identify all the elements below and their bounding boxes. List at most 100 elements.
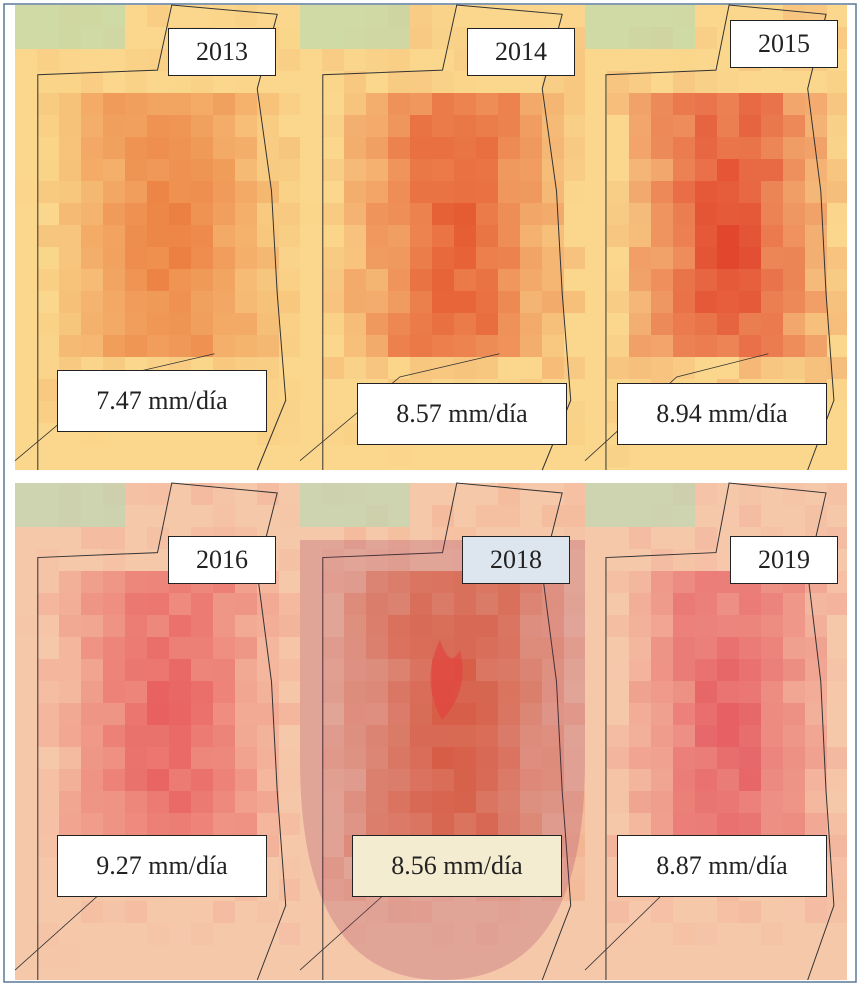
map-cell xyxy=(629,747,651,769)
map-cell xyxy=(739,637,761,659)
map-cell xyxy=(783,445,805,467)
map-cell xyxy=(103,681,125,703)
map-cell xyxy=(695,71,717,93)
map-cell xyxy=(103,225,125,247)
map-cell xyxy=(761,637,783,659)
map-cell xyxy=(388,181,410,203)
map-cell xyxy=(300,269,322,291)
map-cell xyxy=(279,93,300,115)
map-cell xyxy=(761,291,783,313)
map-cell xyxy=(827,703,847,725)
map-cell xyxy=(520,93,542,115)
map-cell xyxy=(37,659,59,681)
map-cell xyxy=(629,659,651,681)
map-cell xyxy=(761,225,783,247)
map-cell xyxy=(279,203,300,225)
map-cell xyxy=(322,967,344,980)
map-cell xyxy=(191,467,213,470)
map-cell xyxy=(673,93,695,115)
map-cell xyxy=(235,725,257,747)
map-cell xyxy=(739,747,761,769)
map-cell xyxy=(279,467,300,470)
map-cell xyxy=(695,505,717,527)
map-cell xyxy=(651,137,673,159)
map-cell xyxy=(81,593,103,615)
map-cell xyxy=(542,137,564,159)
map-cell xyxy=(37,5,59,27)
map-cell xyxy=(37,571,59,593)
map-cell xyxy=(125,445,147,467)
map-cell xyxy=(410,505,432,527)
map-cell xyxy=(454,115,476,137)
map-cell xyxy=(585,549,607,571)
map-cell xyxy=(235,93,257,115)
map-cell xyxy=(322,181,344,203)
map-cell xyxy=(235,923,257,945)
map-cell xyxy=(191,615,213,637)
map-cell xyxy=(235,945,257,967)
map-cell xyxy=(300,49,322,71)
map-cell xyxy=(81,549,103,571)
map-cell xyxy=(59,159,81,181)
map-cell xyxy=(15,549,37,571)
map-cell xyxy=(257,483,279,505)
map-cell xyxy=(717,725,739,747)
map-cell xyxy=(498,505,520,527)
map-cell xyxy=(827,945,847,967)
map-cell xyxy=(344,357,366,379)
map-cell xyxy=(235,225,257,247)
map-cell xyxy=(257,813,279,835)
map-cell xyxy=(213,5,235,27)
map-cell xyxy=(125,527,147,549)
map-cell xyxy=(125,593,147,615)
map-cell xyxy=(147,247,169,269)
map-cell xyxy=(125,967,147,980)
map-cell xyxy=(300,225,322,247)
map-cell xyxy=(191,445,213,467)
map-cell xyxy=(673,291,695,313)
map-cell xyxy=(827,445,847,467)
map-cell xyxy=(739,615,761,637)
map-cell xyxy=(257,923,279,945)
map-cell xyxy=(322,27,344,49)
map-cell xyxy=(235,247,257,269)
map-cell xyxy=(235,291,257,313)
map-cell xyxy=(520,269,542,291)
map-cell xyxy=(322,115,344,137)
map-cell xyxy=(783,159,805,181)
map-cell xyxy=(191,291,213,313)
map-cell xyxy=(695,49,717,71)
map-cell xyxy=(81,225,103,247)
map-cell xyxy=(81,615,103,637)
map-cell xyxy=(300,379,322,401)
map-cell xyxy=(191,659,213,681)
map-cell xyxy=(564,115,585,137)
map-cell xyxy=(761,725,783,747)
map-cell xyxy=(279,505,300,527)
map-cell xyxy=(410,203,432,225)
map-cell xyxy=(15,269,37,291)
map-cell xyxy=(388,115,410,137)
map-cell xyxy=(81,791,103,813)
map-cell xyxy=(37,247,59,269)
map-cell xyxy=(235,593,257,615)
map-cell xyxy=(739,659,761,681)
map-cell xyxy=(366,181,388,203)
map-cell xyxy=(585,335,607,357)
map-cell xyxy=(37,637,59,659)
map-cell xyxy=(695,813,717,835)
map-cell xyxy=(717,291,739,313)
year-label: 2019 xyxy=(730,536,838,584)
map-cell xyxy=(607,93,629,115)
map-cell xyxy=(454,269,476,291)
map-cell xyxy=(827,423,847,445)
map-cell xyxy=(783,505,805,527)
map-cell xyxy=(213,335,235,357)
map-cell xyxy=(344,467,366,470)
map-cell xyxy=(37,879,59,901)
map-cell xyxy=(695,791,717,813)
map-cell xyxy=(59,5,81,27)
map-cell xyxy=(454,467,476,470)
map-cell xyxy=(279,901,300,923)
map-cell xyxy=(322,313,344,335)
